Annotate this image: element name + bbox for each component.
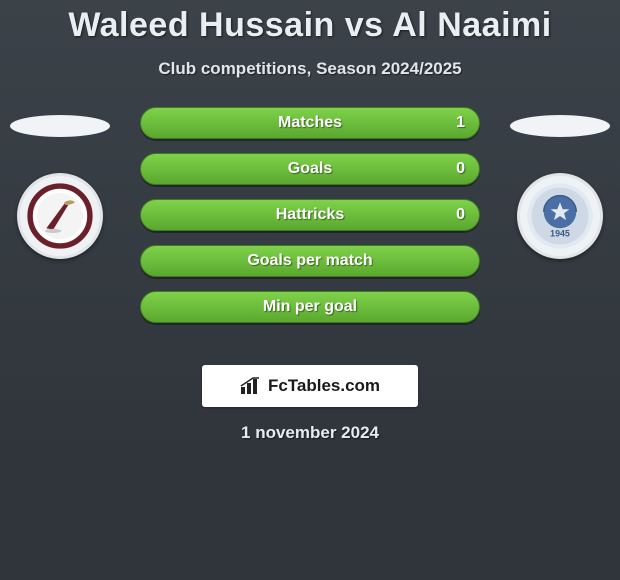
bars-icon — [240, 377, 262, 395]
stat-bar-min-per-goal: Min per goal — [140, 291, 480, 323]
stat-bar-matches: Matches 1 — [140, 107, 480, 139]
left-player-oval — [10, 115, 110, 137]
date-text: 1 november 2024 — [0, 423, 620, 443]
stat-bars: Matches 1 Goals 0 Hattricks 0 Goals per … — [140, 107, 480, 323]
stat-value-right: 1 — [456, 114, 465, 132]
comparison-card: Waleed Hussain vs Al Naaimi Club competi… — [0, 0, 620, 450]
right-crest-icon: 1945 — [526, 182, 594, 250]
left-team-column — [10, 107, 110, 259]
stat-label: Goals — [288, 160, 332, 178]
right-player-oval — [510, 115, 610, 137]
branding-text: FcTables.com — [268, 376, 380, 396]
content-area: 1945 Matches 1 Goals 0 Hattricks 0 Goals… — [0, 107, 620, 347]
stat-value-right: 0 — [456, 206, 465, 224]
stat-bar-goals-per-match: Goals per match — [140, 245, 480, 277]
page-title: Waleed Hussain vs Al Naaimi — [0, 0, 620, 45]
subtitle: Club competitions, Season 2024/2025 — [0, 59, 620, 79]
right-crest-year: 1945 — [550, 228, 570, 238]
stat-label: Matches — [278, 114, 342, 132]
stat-bar-hattricks: Hattricks 0 — [140, 199, 480, 231]
stat-value-right: 0 — [456, 160, 465, 178]
branding-badge[interactable]: FcTables.com — [202, 365, 418, 407]
stat-label: Min per goal — [263, 298, 357, 316]
stat-bar-goals: Goals 0 — [140, 153, 480, 185]
right-team-crest: 1945 — [517, 173, 603, 259]
left-crest-icon — [26, 182, 94, 250]
stat-label: Hattricks — [276, 206, 344, 224]
stat-label: Goals per match — [247, 252, 372, 270]
right-team-column: 1945 — [510, 107, 610, 259]
left-team-crest — [17, 173, 103, 259]
